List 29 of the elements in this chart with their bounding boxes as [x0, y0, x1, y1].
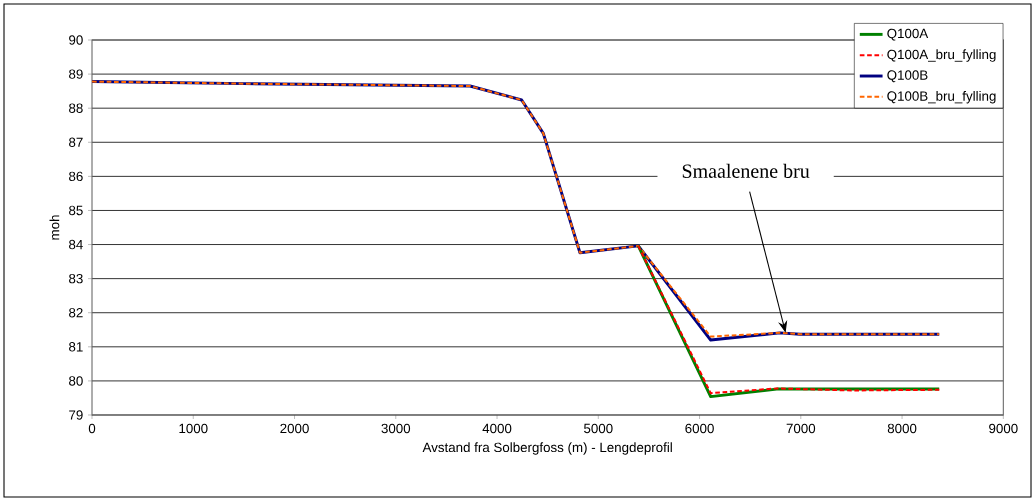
y-tick-label: 79 [69, 410, 83, 420]
x-tick-label: 8000 [887, 423, 917, 434]
annotation: Smaalenene bru [682, 163, 810, 178]
y-tick-label: 86 [69, 171, 83, 182]
x-tick-label: 0 [88, 423, 96, 434]
y-tick-label: 90 [69, 35, 83, 45]
x-tick-label: 1000 [179, 423, 208, 434]
x-tick-label: 3000 [381, 423, 411, 434]
legend-label: Q100B_bru_fylling [887, 91, 996, 104]
x-tick-label: 7000 [786, 423, 816, 434]
x-tick-label: 4000 [482, 423, 512, 434]
y-tick-label: 82 [69, 308, 83, 318]
y-axis-title: moh [49, 215, 60, 240]
legend-label: Q100A [887, 28, 929, 41]
legend-label: Q100B [887, 70, 928, 83]
y-tick-label: 85 [69, 205, 83, 216]
x-axis-title: Avstand fra Solbergfoss (m) - Lengdeprofil [422, 442, 672, 455]
y-tick-label: 81 [69, 342, 83, 352]
y-tick-label: 89 [69, 69, 83, 79]
x-tick-label: 6000 [685, 423, 714, 434]
x-tick-label: 5000 [584, 423, 613, 434]
y-tick-label: 87 [69, 137, 83, 147]
y-tick-label: 88 [69, 103, 83, 113]
x-tick-label: 9000 [989, 423, 1018, 434]
y-tick-label: 84 [69, 239, 83, 250]
legend-label: Q100A_bru_fylling [887, 49, 996, 62]
y-tick-label: 80 [69, 376, 83, 386]
y-tick-label: 83 [69, 273, 83, 284]
x-tick-label: 2000 [280, 423, 309, 434]
